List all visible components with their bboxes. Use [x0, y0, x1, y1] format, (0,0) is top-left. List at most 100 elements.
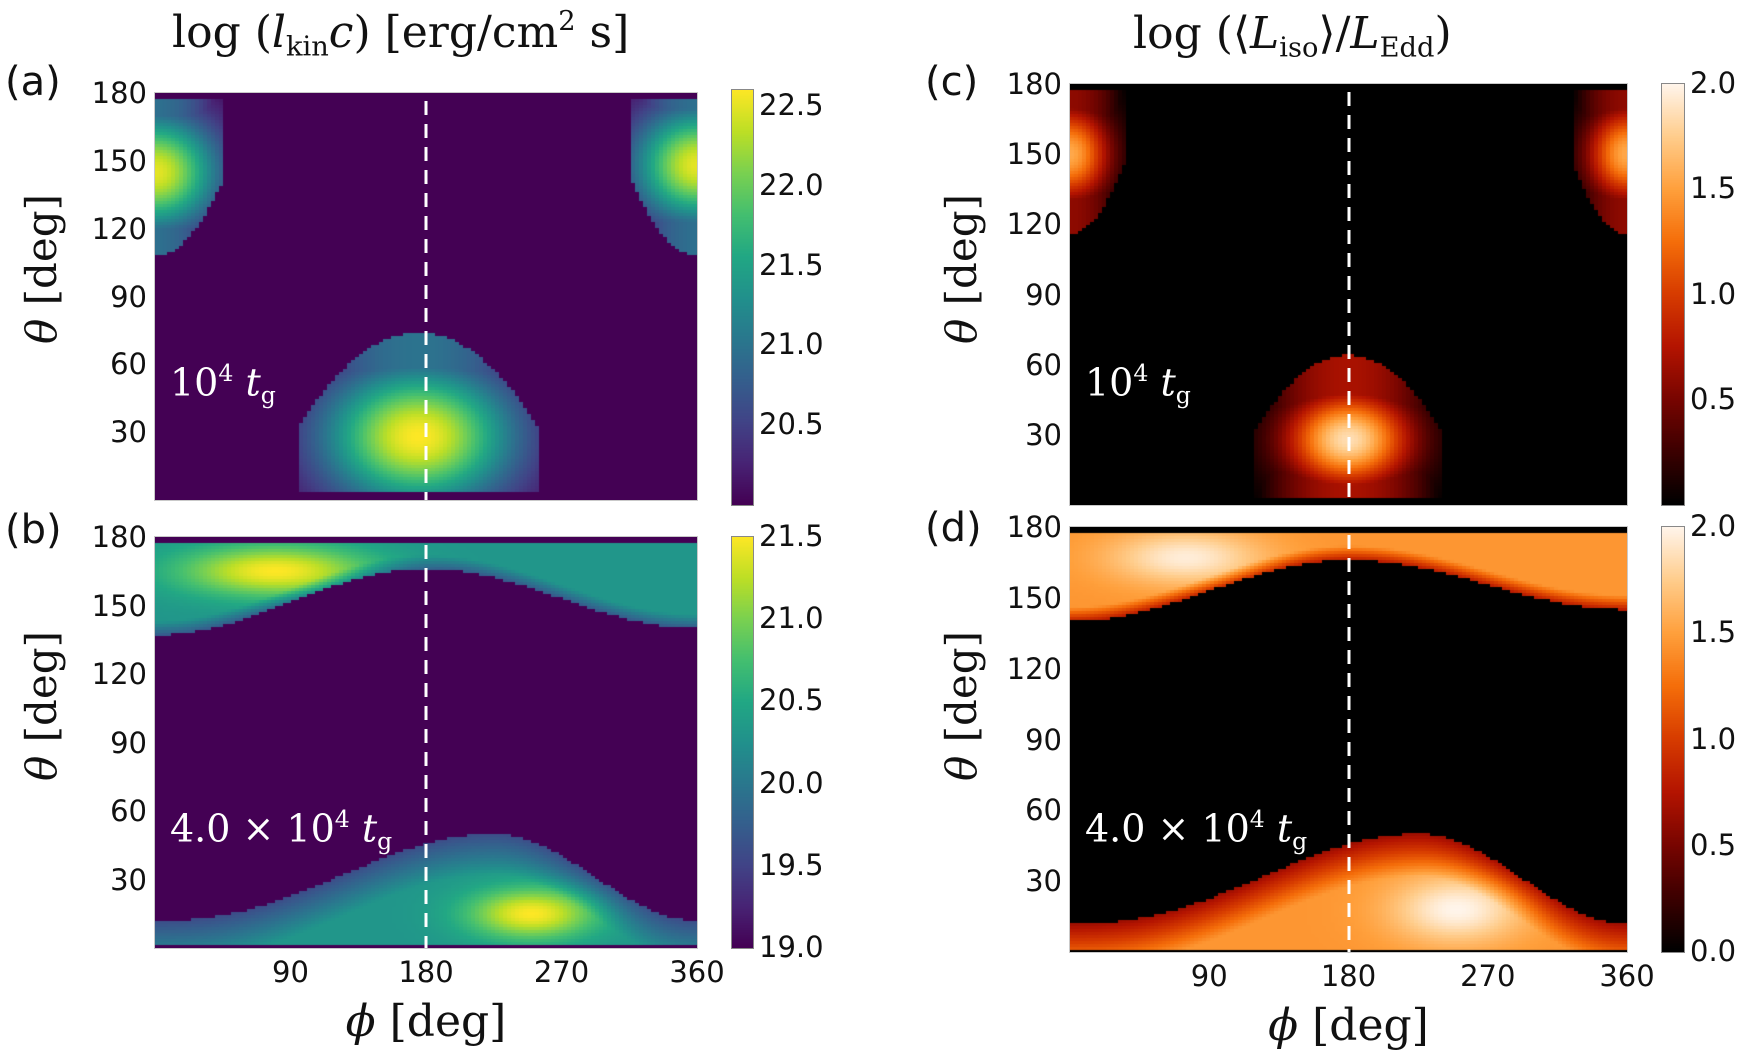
ytick-b-90: 90	[110, 725, 147, 760]
annotation-subscript: g	[1292, 826, 1308, 855]
ytick-b-150: 150	[91, 588, 147, 623]
ytick-d-150: 150	[1006, 580, 1062, 615]
xlabel-symbol: ϕ	[1268, 1000, 1299, 1051]
xtick-b-360: 360	[669, 955, 725, 989]
ytick-b-60: 60	[110, 794, 147, 828]
title-left: log (lkinc) [erg/cm2 s]	[172, 8, 629, 61]
annotation-exponent: 4	[334, 805, 350, 834]
title-left-pre: log (	[172, 6, 272, 58]
xlabel-symbol: ϕ	[345, 996, 376, 1047]
title-right-sub2: Edd	[1379, 32, 1435, 64]
ylabel-unit: [deg]	[937, 630, 986, 756]
annotation-exponent: 4	[1249, 804, 1265, 833]
panel-label-c: (c)	[925, 59, 979, 105]
title-right-var2: L	[1350, 8, 1380, 59]
colorbar-tick-d-1.5: 1.5	[1690, 615, 1737, 650]
colorbar-tick-b-20.5: 20.5	[759, 683, 824, 718]
colorbar-tick-c-1.5: 1.5	[1690, 171, 1737, 206]
annotation-variable: t	[1160, 360, 1176, 405]
title-right-post: )	[1434, 8, 1452, 59]
reference-line-a	[424, 101, 428, 500]
colorbar-tick-a-20.5: 20.5	[759, 407, 824, 442]
ytick-b-180: 180	[91, 520, 147, 554]
colorbar-tick-b-20.0: 20.0	[759, 765, 824, 800]
annotation-variable: t	[1276, 806, 1293, 851]
colorbar-tick-d-1.0: 1.0	[1690, 721, 1737, 756]
ylabel-symbol: θ	[937, 755, 986, 782]
ytick-c-60: 60	[1025, 347, 1062, 382]
xlabel-d: ϕ [deg]	[1199, 1004, 1499, 1048]
xtick-b-270: 270	[533, 955, 590, 989]
ytick-a-180: 180	[91, 76, 147, 110]
colorbar-tick-a-21.0: 21.0	[759, 327, 824, 362]
ytick-b-120: 120	[91, 657, 147, 691]
annotation-mantissa: 4.0 ×	[170, 806, 287, 851]
ylabel-unit: [deg]	[17, 630, 66, 756]
colorbar-tick-d-0.5: 0.5	[1690, 827, 1737, 862]
panel-label-a: (a)	[5, 59, 61, 105]
xlabel-unit: [deg]	[375, 996, 507, 1047]
ylabel-symbol: θ	[17, 318, 66, 345]
panel-label-d: (d)	[925, 505, 982, 551]
ylabel-unit: [deg]	[937, 193, 986, 319]
annotation-base: 10	[170, 360, 219, 405]
ytick-c-120: 120	[1006, 207, 1062, 242]
xtick-d-180: 180	[1320, 959, 1377, 993]
ytick-d-90: 90	[1025, 722, 1062, 757]
title-left-postvar: c	[328, 6, 354, 58]
ylabel-d: θ [deg]	[937, 596, 986, 816]
ytick-a-90: 90	[110, 279, 147, 314]
ytick-d-180: 180	[1006, 510, 1062, 544]
ytick-a-30: 30	[110, 415, 147, 450]
ytick-c-150: 150	[1006, 137, 1062, 172]
colorbar-tick-b-19.0: 19.0	[759, 930, 824, 964]
annotation-variable: t	[361, 806, 378, 851]
colorbar-tick-d-0.0: 0.0	[1690, 934, 1737, 968]
xtick-d-270: 270	[1460, 959, 1516, 993]
xtick-b-180: 180	[398, 955, 454, 989]
xtick-d-360: 360	[1599, 959, 1655, 993]
xlabel-unit: [deg]	[1298, 1000, 1429, 1051]
ylabel-symbol: θ	[17, 755, 66, 782]
colorbar-tick-b-19.5: 19.5	[759, 847, 824, 882]
ytick-d-120: 120	[1006, 651, 1062, 686]
colorbar-tick-c-2.0: 2.0	[1690, 66, 1737, 100]
title-right-sub: iso	[1279, 32, 1319, 64]
xlabel-b: ϕ [deg]	[276, 1000, 576, 1044]
ytick-c-90: 90	[1025, 277, 1062, 312]
time-annotation-b: 4.0 × 104 tg	[170, 805, 392, 854]
ytick-a-120: 120	[91, 211, 147, 246]
colorbar-c	[1661, 83, 1685, 506]
colorbar-a	[731, 89, 754, 506]
ylabel-c: θ [deg]	[937, 159, 986, 379]
ytick-c-180: 180	[1006, 67, 1062, 101]
ytick-c-30: 30	[1025, 417, 1062, 452]
colorbar-tick-a-21.5: 21.5	[759, 247, 824, 282]
annotation-exponent: 4	[1133, 358, 1149, 387]
ytick-b-30: 30	[110, 862, 147, 897]
ylabel-b: θ [deg]	[17, 596, 66, 816]
reference-line-d	[1347, 535, 1350, 952]
title-left-sup: 2	[558, 6, 576, 37]
ylabel-symbol: θ	[937, 318, 986, 345]
ytick-d-60: 60	[1025, 793, 1062, 828]
annotation-base: 10	[286, 806, 335, 851]
heatmap-c	[1069, 83, 1628, 506]
title-right-var: L	[1250, 8, 1280, 59]
colorbar-tick-b-21.0: 21.0	[759, 601, 824, 636]
time-annotation-d: 4.0 × 104 tg	[1085, 804, 1308, 855]
ytick-d-30: 30	[1025, 864, 1062, 899]
title-right-pre: log (⟨	[1133, 8, 1251, 59]
reference-line-c	[1347, 92, 1350, 505]
ylabel-unit: [deg]	[17, 193, 66, 319]
colorbar-tick-d-2.0: 2.0	[1690, 509, 1737, 543]
annotation-subscript: g	[1175, 380, 1191, 409]
colorbar-tick-c-1.0: 1.0	[1690, 276, 1737, 311]
colorbar-d	[1661, 526, 1685, 953]
reference-line-b	[424, 545, 428, 948]
xtick-b-90: 90	[272, 955, 309, 989]
annotation-base: 10	[1085, 360, 1134, 405]
annotation-mantissa: 4.0 ×	[1085, 806, 1202, 851]
title-left-post: ) [erg/cm	[353, 6, 559, 58]
time-annotation-c: 104 tg	[1085, 358, 1191, 409]
